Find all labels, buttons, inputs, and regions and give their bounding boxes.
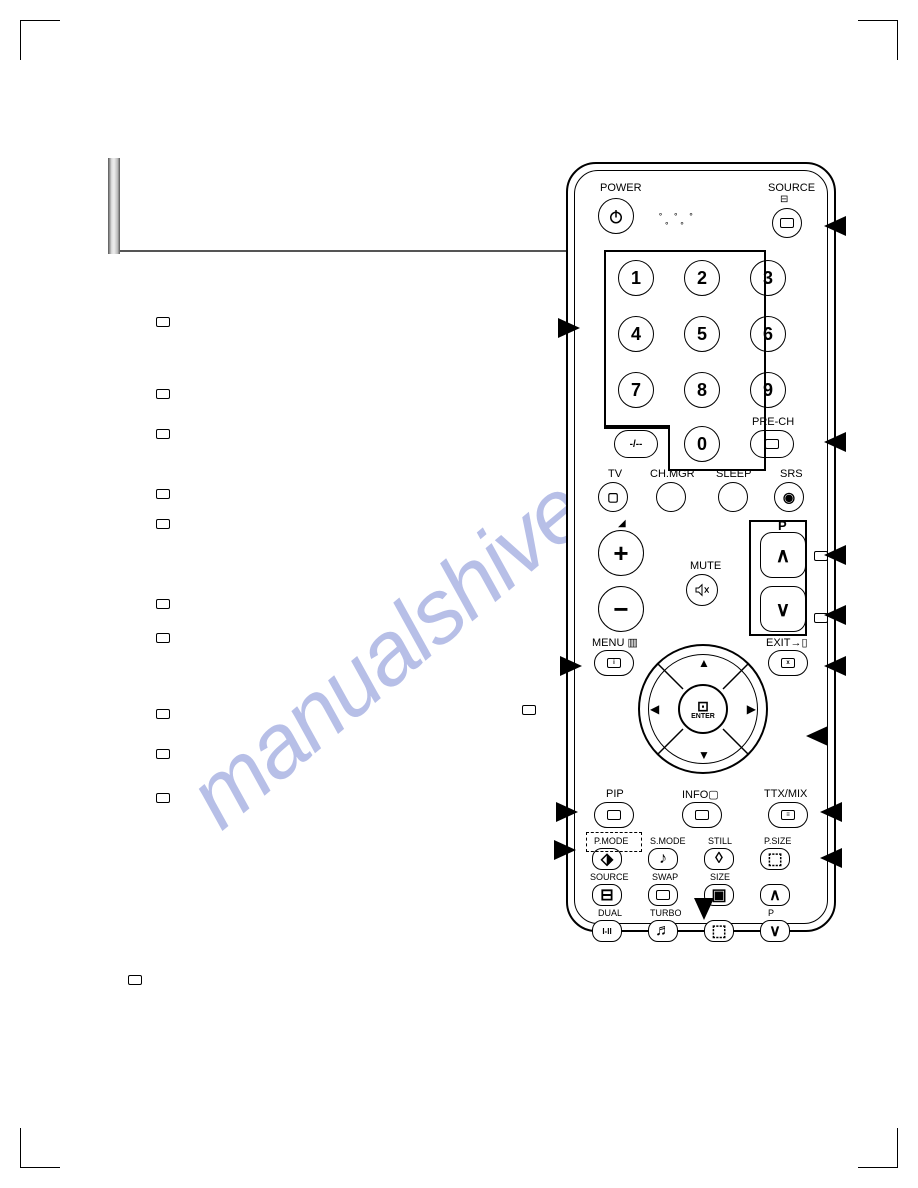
num-3-button: 3 <box>750 260 786 296</box>
mute-icon <box>694 582 710 598</box>
source2-button: ⊟ <box>592 884 622 906</box>
dpad: ⊡ ENTER ▲ ▼ ◀ ▶ <box>638 644 768 774</box>
swap-button <box>648 884 678 906</box>
pointer-psize <box>820 848 842 868</box>
icon-marker <box>156 386 170 404</box>
text-content-area <box>156 314 170 332</box>
mute-label: MUTE <box>690 560 721 572</box>
srs-label: SRS <box>780 468 803 480</box>
sleep-button <box>718 482 748 512</box>
num-5-button: 5 <box>684 316 720 352</box>
menu-button: i <box>594 650 634 676</box>
vol-down-button: − <box>598 586 644 632</box>
pointer-pagedown <box>824 605 846 625</box>
ttx-button: ≡ <box>768 802 808 828</box>
num-8-button: 8 <box>684 372 720 408</box>
tv-button: ▢ <box>598 482 628 512</box>
pointer-pip <box>556 802 578 822</box>
smode-label: S.MODE <box>650 836 686 846</box>
icon-marker <box>156 516 170 534</box>
header-decoration-bar <box>108 158 120 254</box>
pointer-pageup <box>824 545 846 565</box>
dpad-lines <box>638 644 768 774</box>
pointer-pmode <box>554 840 576 860</box>
p-bottom-label: P <box>768 908 774 918</box>
mute-button <box>686 574 718 606</box>
size-label: SIZE <box>710 872 730 882</box>
icon-marker <box>156 630 170 648</box>
info-button <box>682 802 722 828</box>
num-6-button: 6 <box>750 316 786 352</box>
icon-marker <box>156 746 170 764</box>
dual-button: I-II <box>592 920 622 942</box>
num-1-button: 1 <box>618 260 654 296</box>
turbo-button: ♬ <box>648 920 678 942</box>
pointer-source <box>824 216 846 236</box>
still-button: ◊ <box>704 848 734 870</box>
remote-control-diagram: POWER ∘ ∘ ∘ ∘ ∘ SOURCE ⊟ 1 2 3 4 5 6 7 8… <box>566 162 836 932</box>
power-icon <box>607 207 625 225</box>
still-label: STILL <box>708 836 732 846</box>
blank2-button: ⬚ <box>704 920 734 942</box>
icon-marker <box>156 486 170 504</box>
pmode-button: ⬗ <box>592 848 622 870</box>
num-0-button: 0 <box>684 426 720 462</box>
source-label: SOURCE <box>768 182 815 194</box>
exit-button: x <box>768 650 808 676</box>
pip-label: PIP <box>606 788 624 800</box>
pointer-ttx <box>820 802 842 822</box>
blank1-button: ∧ <box>760 884 790 906</box>
num-2-button: 2 <box>684 260 720 296</box>
srs-button: ◉ <box>774 482 804 512</box>
pip-button <box>594 802 634 828</box>
pointer-prech <box>824 432 846 452</box>
ch-down-button: ∨ <box>760 586 806 632</box>
icon-marker <box>128 972 142 990</box>
exit-label: EXIT→▯ <box>766 636 808 649</box>
icon-marker <box>156 596 170 614</box>
source-icon: ⊟ <box>780 194 788 205</box>
icon-marker <box>156 706 170 724</box>
tv-label: TV <box>608 468 622 480</box>
source2-label: SOURCE <box>590 872 629 882</box>
num-4-button: 4 <box>618 316 654 352</box>
volume-up-icon: ◢ <box>618 518 626 529</box>
pointer-keypad <box>558 318 580 338</box>
source-button <box>772 208 802 238</box>
pointer-swap <box>694 898 714 920</box>
psize-label: P.SIZE <box>764 836 791 846</box>
pointer-dpad-right <box>806 726 828 746</box>
num-9-button: 9 <box>750 372 786 408</box>
info-label: INFO▢ <box>682 788 719 801</box>
num-7-button: 7 <box>618 372 654 408</box>
pmode-label: P.MODE <box>594 836 628 846</box>
dash-button: -/-- <box>614 430 658 458</box>
power-button <box>598 198 634 234</box>
swap-label: SWAP <box>652 872 678 882</box>
prech-button <box>750 430 794 458</box>
smode-button: ♪ <box>648 848 678 870</box>
turbo-label: TURBO <box>650 908 682 918</box>
power-label: POWER <box>600 182 642 194</box>
blank3-button: ∨ <box>760 920 790 942</box>
prech-label: PRE-CH <box>752 416 794 428</box>
chmgr-button <box>656 482 686 512</box>
pointer-exit <box>824 656 846 676</box>
psize-button: ⬚ <box>760 848 790 870</box>
ch-up-button: ∧ <box>760 532 806 578</box>
icon-marker <box>156 790 170 808</box>
pointer-menu <box>560 656 582 676</box>
menu-label: MENU ▥ <box>592 636 638 649</box>
sleep-label: SLEEP <box>716 468 751 480</box>
p-label: P <box>778 518 787 533</box>
icon-marker <box>522 702 536 720</box>
icon-marker <box>156 426 170 444</box>
ir-dots: ∘ ∘ ∘ ∘ ∘ <box>658 210 697 228</box>
dual-label: DUAL <box>598 908 622 918</box>
chmgr-label: CH.MGR <box>650 468 695 480</box>
vol-up-button: + <box>598 530 644 576</box>
ttx-label: TTX/MIX <box>764 788 807 800</box>
